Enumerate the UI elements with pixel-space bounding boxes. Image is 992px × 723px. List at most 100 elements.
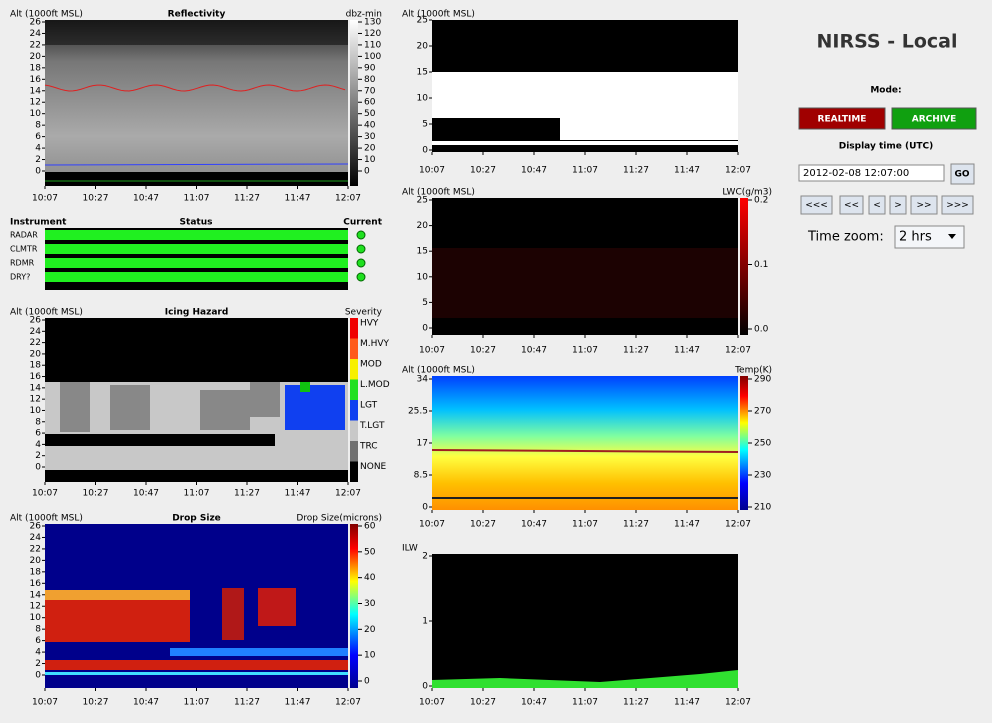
y-tick-label: 20: [30, 556, 42, 566]
time-input[interactable]: [798, 164, 945, 182]
go-button[interactable]: [950, 163, 975, 185]
y-tick-label: 2: [35, 659, 41, 669]
y-tick-label: 26: [30, 18, 42, 28]
field: [300, 382, 310, 392]
scale-tick-label: 50: [364, 109, 376, 119]
scale-tick-label: 30: [364, 132, 376, 142]
y-tick-label: 24: [30, 327, 42, 337]
zoom-value[interactable]: 2 hrs: [899, 230, 932, 245]
y-tick-label: 4: [35, 144, 41, 154]
y-tick-label: 12: [30, 395, 41, 405]
nav-button[interactable]: [839, 195, 864, 215]
x-tick-label: 10:47: [133, 698, 159, 708]
app-title: NIRSS - Local: [817, 31, 958, 53]
y-tick-label: 1: [422, 617, 428, 627]
field: [432, 554, 738, 688]
y-tick-label: 20: [417, 221, 429, 231]
x-tick-label: 12:07: [725, 346, 751, 356]
color-bar: [350, 524, 358, 688]
severity-label: M.HVY: [360, 339, 390, 349]
scale-tick-label: 50: [364, 547, 376, 557]
scale-tick-label: 20: [364, 144, 376, 154]
y-tick-label: 16: [30, 75, 42, 85]
y-tick-label: 26: [30, 522, 42, 532]
x-tick-label: 10:07: [419, 166, 445, 176]
field: [45, 472, 348, 482]
x-tick-label: 12:07: [725, 698, 751, 708]
y-tick-label: 12: [30, 98, 41, 108]
x-tick-label: 12:07: [335, 698, 361, 708]
x-tick-label: 10:07: [32, 489, 58, 499]
x-tick-label: 11:27: [234, 194, 260, 204]
go-label[interactable]: GO: [954, 170, 969, 180]
y-tick-label: 8: [35, 121, 41, 131]
nav-label[interactable]: >>>: [946, 201, 969, 211]
nav-label[interactable]: >: [894, 201, 902, 211]
nav-button[interactable]: [889, 195, 907, 215]
status-dot: [356, 272, 366, 282]
scale-tick-label: 110: [364, 40, 381, 50]
color-bar: [350, 359, 358, 380]
x-tick-label: 10:27: [83, 489, 109, 499]
mode-label: Mode:: [870, 86, 901, 96]
y-tick-label: 18: [30, 361, 42, 371]
time-value[interactable]: 2012-02-08 12:07:00: [803, 168, 909, 179]
y-tick-label: 14: [30, 590, 42, 600]
field: [45, 672, 348, 675]
field: [45, 172, 348, 186]
nav-label[interactable]: >>: [916, 201, 931, 211]
y-tick-label: 17: [417, 439, 428, 449]
y-axis-label: Alt (1000ft MSL): [402, 366, 475, 376]
scale-tick-label: 40: [364, 121, 376, 131]
realtime-label[interactable]: REALTIME: [818, 115, 867, 125]
field: [285, 385, 345, 430]
zoom-select[interactable]: [894, 225, 965, 249]
instrument-name: RADAR: [10, 231, 38, 240]
x-tick-label: 10:07: [419, 346, 445, 356]
overlay-line: [44, 84, 346, 92]
archive-label[interactable]: ARCHIVE: [912, 115, 957, 125]
scale-tick-label: 60: [364, 522, 376, 532]
nav-label[interactable]: <<<: [805, 201, 828, 211]
status-dot: [356, 244, 366, 254]
scale-tick-label: 80: [364, 75, 376, 85]
dropdown-arrow[interactable]: [948, 234, 956, 239]
scale-tick-label: 0: [364, 677, 370, 687]
color-bar: [350, 420, 358, 441]
x-tick-label: 10:27: [470, 346, 496, 356]
status-bar: [45, 272, 348, 282]
realtime-button[interactable]: [798, 107, 886, 130]
y-tick-label: 25: [417, 196, 428, 206]
y-tick-label: 5: [422, 298, 428, 308]
field: [258, 588, 296, 626]
archive-button[interactable]: [891, 107, 977, 130]
y-tick-label: 22: [30, 544, 41, 554]
nav-button[interactable]: [868, 195, 886, 215]
severity-label: TRC: [359, 442, 378, 452]
instrument-name: CLMTR: [10, 245, 38, 254]
y-tick-label: 10: [30, 406, 42, 416]
y-tick-label: 24: [30, 29, 42, 39]
scale-label: LWC(g/m3): [722, 188, 772, 198]
x-tick-label: 10:47: [521, 346, 547, 356]
field: [45, 660, 348, 670]
nav-button[interactable]: [941, 195, 974, 215]
y-tick-label: 34: [417, 375, 429, 385]
y-tick-label: 10: [417, 94, 429, 104]
x-tick-label: 11:07: [572, 346, 598, 356]
x-tick-label: 10:27: [470, 520, 496, 530]
nav-button[interactable]: [800, 195, 833, 215]
nav-button[interactable]: [910, 195, 938, 215]
y-tick-label: 8: [35, 417, 41, 427]
color-bar: [350, 20, 358, 186]
x-tick-label: 10:07: [419, 698, 445, 708]
x-tick-label: 10:27: [470, 166, 496, 176]
nav-label[interactable]: <: [873, 201, 881, 211]
severity-label: L.MOD: [360, 380, 390, 390]
nav-label[interactable]: <<: [844, 201, 859, 211]
field: [45, 600, 190, 642]
y-tick-label: 20: [417, 42, 429, 52]
y-tick-label: 14: [30, 86, 42, 96]
y-tick-label: 15: [417, 68, 428, 78]
x-tick-label: 10:47: [521, 698, 547, 708]
